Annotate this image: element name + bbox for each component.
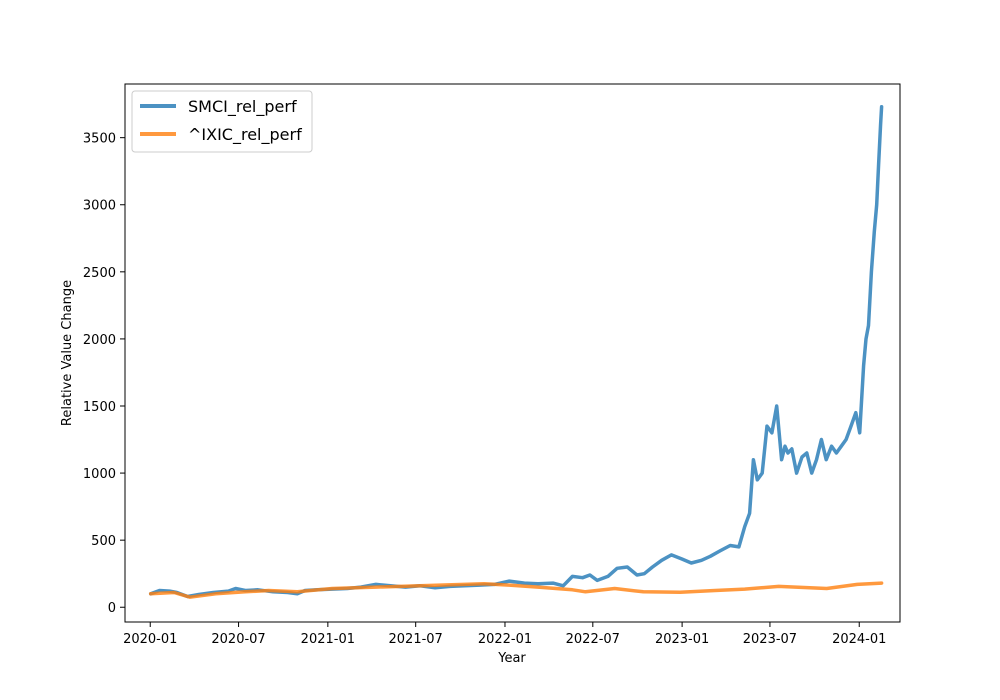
legend-label-smci: SMCI_rel_perf	[188, 97, 297, 117]
y-tick-label: 2500	[83, 266, 116, 281]
y-axis: 0 500 1000 1500 2000 2500 3000 3500	[83, 132, 125, 616]
x-tick-label: 2021-01	[301, 632, 355, 647]
legend-label-ixic: ^IXIC_rel_perf	[188, 125, 302, 145]
x-tick-label: 2024-01	[832, 632, 886, 647]
plot-area	[148, 105, 884, 599]
legend: SMCI_rel_perf ^IXIC_rel_perf	[131, 90, 313, 153]
y-tick-label: 3000	[83, 199, 116, 214]
y-tick-label: 1500	[83, 400, 116, 415]
series-line-1	[148, 581, 884, 599]
x-tick-label: 2023-07	[743, 632, 797, 647]
x-axis-label: Year	[497, 651, 526, 666]
y-tick-label: 500	[91, 534, 116, 549]
x-axis: 2020-01 2020-07 2021-01 2021-07 2022-01 2022-…	[123, 622, 886, 647]
y-axis-label: Relative Value Change	[60, 280, 75, 426]
y-tick-label: 1000	[83, 467, 116, 482]
y-tick-label: 3500	[83, 132, 116, 147]
x-tick-label: 2021-07	[389, 632, 443, 647]
x-tick-label: 2023-01	[655, 632, 709, 647]
x-tick-label: 2020-01	[123, 632, 177, 647]
y-tick-label: 2000	[83, 333, 116, 348]
y-tick-label: 0	[108, 601, 116, 616]
x-tick-label: 2022-07	[566, 632, 620, 647]
x-tick-label: 2020-07	[211, 632, 265, 647]
plot-frame	[124, 83, 901, 623]
legend-box	[131, 90, 313, 153]
x-tick-label: 2022-01	[478, 632, 532, 647]
